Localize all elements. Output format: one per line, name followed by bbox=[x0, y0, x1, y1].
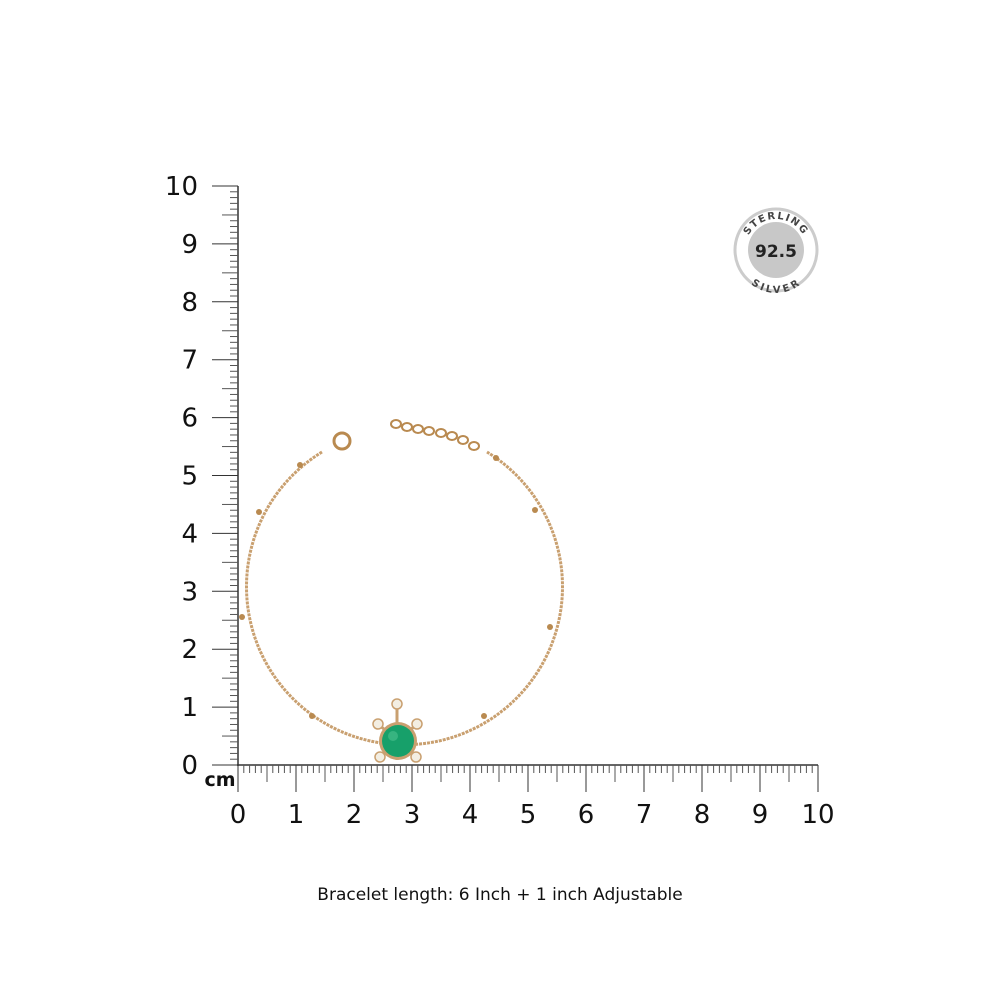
x-ruler-label: 2 bbox=[346, 800, 363, 830]
x-ruler-label: 5 bbox=[520, 800, 537, 830]
x-ruler-label: 4 bbox=[462, 800, 479, 830]
y-ruler-label: 7 bbox=[181, 346, 198, 376]
x-ruler-label: 9 bbox=[752, 800, 769, 830]
y-ruler-label: 10 bbox=[165, 172, 198, 202]
x-ruler-label: 1 bbox=[288, 800, 305, 830]
beads bbox=[239, 455, 553, 719]
caption: Bracelet length: 6 Inch + 1 inch Adjusta… bbox=[317, 885, 682, 905]
x-ruler-label: 0 bbox=[230, 800, 247, 830]
y-ruler-label: 6 bbox=[181, 404, 198, 434]
y-ruler-label: 5 bbox=[181, 462, 198, 492]
x-ruler-label: 10 bbox=[801, 800, 834, 830]
badge: STERLING SILVER 92.5 bbox=[733, 207, 819, 297]
bracelet bbox=[239, 419, 564, 763]
x-ruler-label: 3 bbox=[404, 800, 421, 830]
x-ruler-label: 6 bbox=[578, 800, 595, 830]
clasp bbox=[332, 431, 352, 451]
badge-value: 92.5 bbox=[755, 242, 797, 262]
badge-center bbox=[748, 222, 804, 278]
y-ruler-label: 4 bbox=[181, 519, 198, 549]
extender-chain bbox=[390, 419, 480, 451]
pendant bbox=[372, 698, 423, 763]
ruler: cm 0 1 2 3 4 5 6 7 8 9 10 0 1 2 3 4 5 6 7 8 9 10 bbox=[165, 172, 835, 830]
y-ruler-label: 2 bbox=[181, 635, 198, 665]
y-ruler-label: 0 bbox=[181, 751, 198, 781]
y-ruler-label: 8 bbox=[181, 288, 198, 318]
unit-label: cm bbox=[204, 769, 235, 791]
x-ruler-label: 7 bbox=[636, 800, 653, 830]
chain bbox=[245, 450, 564, 747]
y-ruler-label: 1 bbox=[181, 693, 198, 723]
y-ruler-label: 9 bbox=[181, 230, 198, 260]
y-ruler-label: 3 bbox=[181, 577, 198, 607]
x-ruler-label: 8 bbox=[694, 800, 711, 830]
